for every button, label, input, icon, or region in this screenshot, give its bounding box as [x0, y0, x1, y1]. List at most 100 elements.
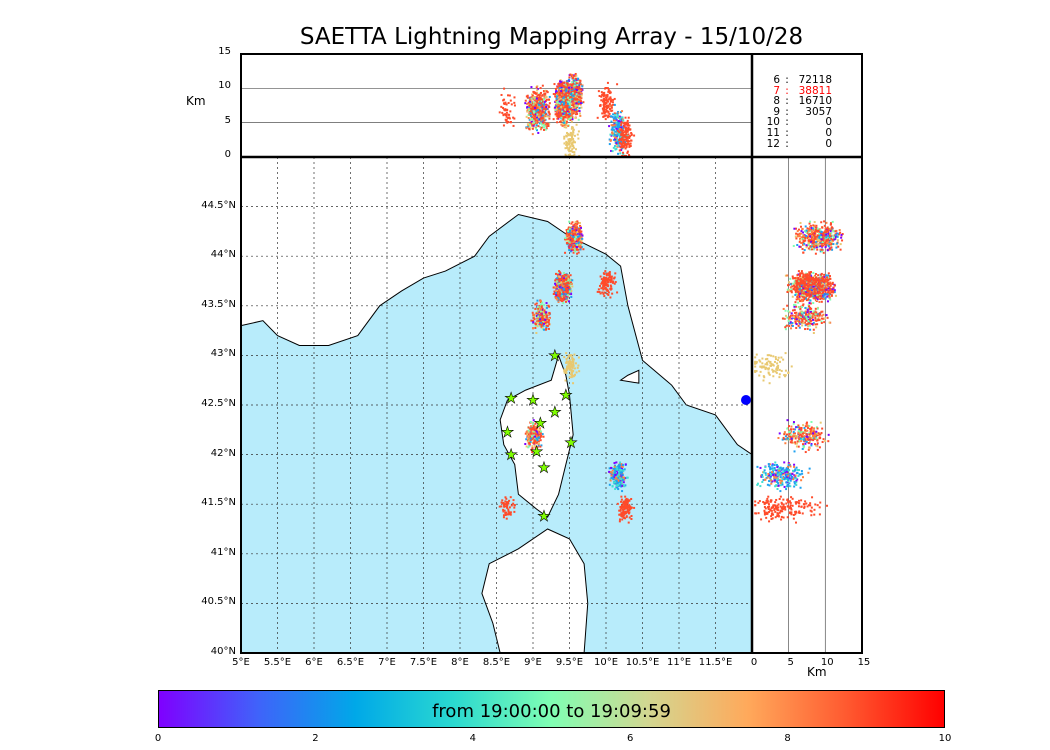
source-point-lon-alt [575, 78, 578, 81]
source-point-map [536, 306, 539, 309]
source-point-alt-lat [812, 229, 815, 232]
source-point-alt-lat [811, 233, 814, 236]
source-point-alt-lat [816, 288, 819, 291]
source-point-lon-alt [560, 83, 563, 86]
source-point-alt-lat [824, 246, 827, 249]
source-point-alt-lat [817, 229, 820, 232]
source-point-map [545, 311, 548, 314]
source-point-alt-lat [837, 233, 840, 236]
source-point-lon-alt [572, 94, 575, 97]
source-point-map [542, 319, 545, 322]
source-point-lon-alt [571, 83, 574, 86]
source-point-lon-alt [574, 89, 577, 92]
source-point-alt-lat [824, 280, 827, 283]
source-point-map [555, 293, 558, 296]
source-point-alt-lat [812, 313, 815, 316]
source-point-lon-alt [544, 124, 547, 127]
source-point-lon-alt [543, 119, 546, 122]
source-point-lon-alt [575, 93, 578, 96]
source-point-alt-lat [804, 306, 807, 309]
source-point-alt-lat [802, 231, 805, 234]
source-point-lon-alt [570, 75, 573, 78]
source-point-alt-lat [803, 298, 806, 301]
source-point-map [560, 281, 563, 284]
source-point-alt-lat [808, 305, 811, 308]
source-point-map [539, 320, 542, 323]
source-point-lon-alt [569, 97, 572, 100]
source-point-alt-lat [784, 326, 787, 329]
source-point-lon-alt [547, 105, 550, 108]
source-point-lon-alt [577, 77, 580, 80]
source-point-lon-alt [541, 111, 544, 114]
source-point-alt-lat [790, 317, 793, 320]
source-point-alt-lat [825, 229, 828, 232]
source-point-lon-alt [568, 76, 571, 79]
source-point-lon-alt [558, 85, 561, 88]
source-point-alt-lat [793, 280, 796, 283]
source-point-alt-lat [792, 303, 795, 306]
source-point-lon-alt [542, 114, 545, 117]
source-point-alt-lat [812, 331, 815, 334]
source-point-lon-alt [567, 100, 570, 103]
source-point-lon-alt [554, 91, 557, 94]
source-point-map [569, 237, 572, 240]
source-point-map [571, 245, 574, 248]
source-point-alt-lat [823, 289, 826, 292]
source-point-map [553, 286, 556, 289]
source-point-map [572, 237, 575, 240]
source-point-map [571, 237, 574, 240]
source-point-lon-alt [563, 116, 566, 119]
source-point-alt-lat [781, 317, 784, 320]
source-point-lon-alt [571, 77, 574, 80]
source-point-alt-lat [822, 280, 825, 283]
source-point-lon-alt [573, 106, 576, 109]
source-point-lon-alt [566, 110, 569, 113]
source-point-map [574, 246, 577, 249]
source-point-alt-lat [825, 240, 828, 243]
source-point-alt-lat [826, 226, 829, 229]
source-point-lon-alt [568, 113, 571, 116]
source-point-alt-lat [810, 248, 813, 251]
source-point-alt-lat [795, 237, 798, 240]
source-point-map [581, 234, 584, 237]
source-point-alt-lat [811, 322, 814, 325]
source-point-lon-alt [555, 107, 558, 110]
source-point-alt-lat [800, 287, 803, 290]
source-point-alt-lat [801, 295, 804, 298]
source-point-map [545, 306, 548, 309]
source-point-map [567, 231, 570, 234]
source-point-lon-alt [541, 123, 544, 126]
source-point-lon-alt [545, 127, 548, 130]
source-point-map [545, 324, 548, 327]
source-point-map [540, 310, 543, 313]
source-point-alt-lat [826, 293, 829, 296]
source-point-alt-lat [797, 301, 800, 304]
source-point-alt-lat [823, 243, 826, 246]
source-point-alt-lat [805, 236, 808, 239]
source-point-alt-lat [799, 292, 802, 295]
source-point-alt-lat [816, 227, 819, 230]
source-point-alt-lat [812, 294, 815, 297]
source-point-alt-lat [827, 287, 830, 290]
source-point-map [545, 314, 548, 317]
source-point-lon-alt [563, 85, 566, 88]
source-point-alt-lat [822, 290, 825, 293]
source-point-lon-alt [541, 94, 544, 97]
source-point-alt-lat [830, 242, 833, 245]
source-point-alt-lat [807, 298, 810, 301]
source-point-map [558, 271, 561, 274]
source-point-map [566, 278, 569, 281]
source-point-alt-lat [830, 228, 833, 231]
source-point-alt-lat [814, 316, 817, 319]
source-point-map [572, 225, 575, 228]
source-point-lon-alt [563, 124, 566, 127]
source-point-map [571, 285, 574, 288]
source-point-map [537, 307, 540, 310]
source-point-lon-alt [559, 79, 562, 82]
source-point-alt-lat [832, 243, 835, 246]
source-point-alt-lat [829, 248, 832, 251]
source-point-map [565, 293, 568, 296]
source-point-lon-alt [578, 112, 581, 115]
source-point-map [532, 319, 535, 322]
source-point-alt-lat [821, 235, 824, 238]
